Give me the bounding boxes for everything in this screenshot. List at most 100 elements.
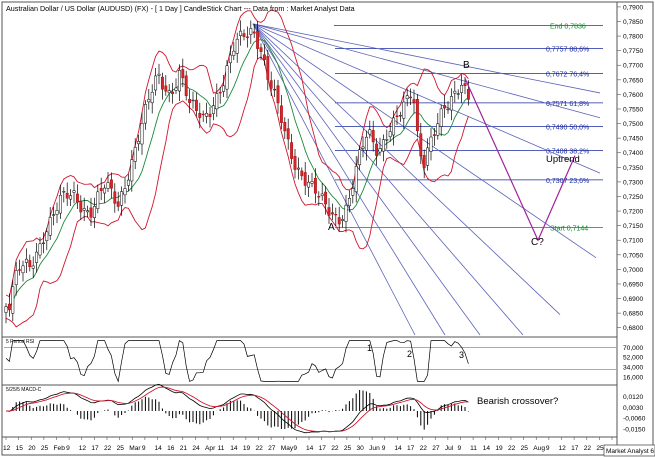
candle-down xyxy=(375,143,379,156)
candle-up xyxy=(310,181,314,184)
price-tick-label: 0,7600 xyxy=(623,92,644,99)
x-tick-label: 14 xyxy=(483,445,491,452)
candle-up xyxy=(222,85,226,92)
macd-tick-label: -0,0150 xyxy=(623,427,646,434)
gann-fan-line xyxy=(252,23,597,259)
candle-down xyxy=(466,89,470,100)
x-tick-label: 11 xyxy=(218,445,225,452)
candle-up xyxy=(140,123,144,145)
candle-up xyxy=(48,217,52,236)
candle-down xyxy=(409,96,413,99)
candle-down xyxy=(283,122,287,132)
candle-down xyxy=(395,115,399,117)
price-tick-label: 0,7550 xyxy=(623,106,644,113)
candle-down xyxy=(300,170,304,177)
price-tick-label: 0,7800 xyxy=(623,34,644,41)
candle-down xyxy=(432,134,436,136)
candle-down xyxy=(279,105,283,123)
candle-up xyxy=(35,251,39,263)
candle-up xyxy=(130,159,134,182)
x-tick-label: 27 xyxy=(432,445,440,452)
candle-up xyxy=(72,190,76,193)
x-tick-label: 27 xyxy=(268,445,276,452)
x-tick-label: 9 xyxy=(382,445,386,452)
x-tick-label: 25 xyxy=(117,445,125,452)
candle-down xyxy=(7,303,11,311)
candle-down xyxy=(65,192,69,199)
candle-down xyxy=(218,91,222,94)
gann-fan-line xyxy=(252,23,601,119)
x-tick-label: 12 xyxy=(3,445,11,452)
x-tick-label: 9 xyxy=(546,445,550,452)
candle-up xyxy=(191,99,195,102)
candle-up xyxy=(249,28,253,35)
candle-up xyxy=(225,65,229,90)
price-tick-label: 0,6950 xyxy=(623,281,644,288)
candle-up xyxy=(69,195,73,200)
label-point-b: B xyxy=(463,60,470,71)
x-tick-label: 25 xyxy=(41,445,49,452)
candle-up xyxy=(402,101,406,119)
candle-down xyxy=(160,76,164,90)
rsi-panel xyxy=(1,336,618,386)
right-axis-panel xyxy=(616,1,654,456)
candle-down xyxy=(327,207,331,216)
candle-up xyxy=(228,54,232,64)
rsi-tick-label: 70,000 xyxy=(623,345,644,352)
candle-up xyxy=(296,167,300,170)
x-tick-label: Jul xyxy=(445,445,454,452)
candle-down xyxy=(371,130,375,143)
candle-down xyxy=(245,36,249,38)
watermark: Market Analyst 6 xyxy=(606,448,654,455)
candle-down xyxy=(293,156,297,170)
candle-up xyxy=(385,139,389,141)
forecast-path xyxy=(464,78,576,242)
price-tick-label: 0,7150 xyxy=(623,223,644,230)
candle-down xyxy=(337,217,341,225)
rsi-wave-3: 3 xyxy=(459,350,464,360)
candle-down xyxy=(415,98,419,132)
x-tick-label: 12 xyxy=(559,445,567,452)
x-tick-label: 19 xyxy=(243,445,251,452)
candle-up xyxy=(456,93,460,95)
candle-up xyxy=(52,214,56,216)
x-tick-label: 17 xyxy=(571,445,579,452)
gann-fan-line xyxy=(252,23,601,94)
chart-title: Australian Dollar / US Dollar (AUDUSD) (… xyxy=(6,4,355,13)
candle-up xyxy=(137,141,141,145)
candle-down xyxy=(259,47,263,52)
label-bearish-crossover: Bearish crossover? xyxy=(477,396,558,407)
candle-up xyxy=(14,270,18,286)
candle-down xyxy=(194,99,198,111)
x-tick-label: 25 xyxy=(344,445,352,452)
x-tick-label: 17 xyxy=(319,445,327,452)
price-tick-label: 0,7400 xyxy=(623,150,644,157)
x-tick-label: 9 xyxy=(142,445,146,452)
candle-up xyxy=(21,265,25,274)
candle-down xyxy=(242,33,246,37)
x-tick-label: 12 xyxy=(79,445,87,452)
candle-up xyxy=(392,117,396,136)
fib-level-label: 0,7571 61,8% xyxy=(546,101,589,108)
label-uptrend: Uptrend xyxy=(546,154,580,165)
candle-up xyxy=(344,204,348,222)
candle-up xyxy=(354,166,358,193)
gann-fan-line xyxy=(252,23,481,336)
x-tick-label: 14 xyxy=(155,445,163,452)
x-tick-label: Apr xyxy=(205,445,216,452)
candle-up xyxy=(215,93,219,110)
candle-up xyxy=(460,84,464,93)
candle-down xyxy=(116,201,120,207)
macd-title: 5/25/5 MACD-C xyxy=(6,387,42,393)
candle-up xyxy=(11,286,15,314)
candle-down xyxy=(334,213,338,216)
price-tick-label: 0,7900 xyxy=(623,4,644,11)
rsi-line xyxy=(5,340,469,383)
candle-up xyxy=(320,193,324,196)
price-panel xyxy=(1,1,618,338)
candle-up xyxy=(426,147,430,166)
price-tick-label: 0,6900 xyxy=(623,296,644,303)
candle-down xyxy=(269,80,273,89)
x-tick-label: 22 xyxy=(420,445,428,452)
label-point-a: A xyxy=(328,222,335,233)
